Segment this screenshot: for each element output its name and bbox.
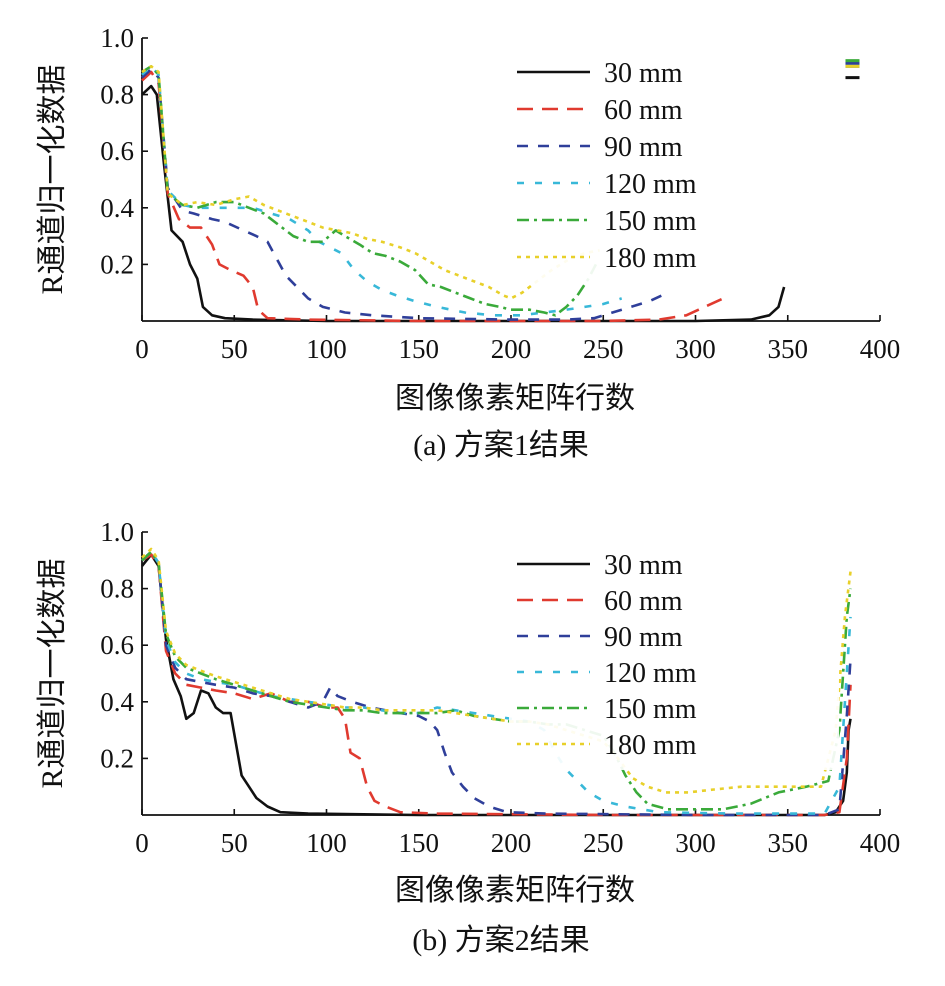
legend: 30 mm 60 mm 90 mm 120 mm 150 mm 180 mm [509,50,839,284]
x-tick-label: 100 [306,334,347,364]
x-axis-title: 图像像素矩阵行数 [395,382,635,415]
x-tick-label: 50 [221,334,248,364]
x-tick-label: 100 [306,828,347,858]
x-tick-label: 250 [583,334,624,364]
chart-panel-1: 0 50 100 150 200 250 300 350 400 0.2 0.4 0.6 0.8 1.0 图… [36,23,900,462]
legend-label: 30 mm [604,58,683,89]
series-line-180-mm [141,65,600,300]
y-tick-label: 0.8 [100,80,134,110]
series-line-60-mm [141,553,852,817]
legend-background [509,542,839,770]
y-axis-title: R通道归一化数据 [36,558,69,788]
legend-label: 150 mm [604,206,697,237]
legend-label: 90 mm [604,132,683,163]
y-tick-label: 0.2 [100,249,134,279]
panel-caption: (a) 方案1结果 [413,429,589,462]
x-tick-label: 350 [768,334,809,364]
y-tick-label: 1.0 [100,517,134,547]
x-tick-label: 400 [860,828,901,858]
legend-label: 90 mm [604,622,683,653]
y-tick-label: 0.2 [100,743,134,773]
legend-label: 120 mm [604,169,697,200]
legend-label: 180 mm [604,730,697,761]
x-tick-label: 200 [491,828,532,858]
x-axis-title: 图像像素矩阵行数 [395,874,635,907]
x-tick-label: 150 [399,828,440,858]
x-tick-label: 300 [675,334,716,364]
legend: 30 mm 60 mm 90 mm 120 mm 150 mm 180 mm [509,542,839,770]
x-tick-label: 200 [491,334,532,364]
x-tick-label: 0 [135,828,149,858]
chart-panel-2: 0 50 100 150 200 250 300 350 400 0.2 0.4 0.6 0.8 1.0 图… [36,517,900,957]
legend-label: 60 mm [604,95,683,126]
y-tick-label: 0.6 [100,630,134,660]
x-tick-label: 50 [221,828,248,858]
legend-label: 180 mm [604,243,697,274]
x-tick-label: 250 [583,828,624,858]
x-tick-label: 0 [135,334,149,364]
legend-background [509,50,839,284]
x-tick-label: 400 [860,334,901,364]
y-axis-title: R通道归一化数据 [36,64,69,294]
panel-caption: (b) 方案2结果 [412,924,589,957]
legend-label: 150 mm [604,694,697,725]
y-tick-label: 0.8 [100,574,134,604]
x-tick-label: 150 [399,334,440,364]
y-tick-label: 1.0 [100,23,134,53]
series-line-90-mm [141,550,852,817]
x-tick-label: 300 [675,828,716,858]
y-tick-label: 0.4 [100,193,134,223]
legend-label: 120 mm [604,658,697,689]
y-tick-label: 0.6 [100,136,134,166]
legend-label: 30 mm [604,550,683,581]
series-line-60-mm [141,70,724,323]
x-tick-label: 350 [768,828,809,858]
series-line-30-mm [141,84,786,323]
legend-label: 60 mm [604,586,683,617]
y-tick-label: 0.4 [100,687,134,717]
